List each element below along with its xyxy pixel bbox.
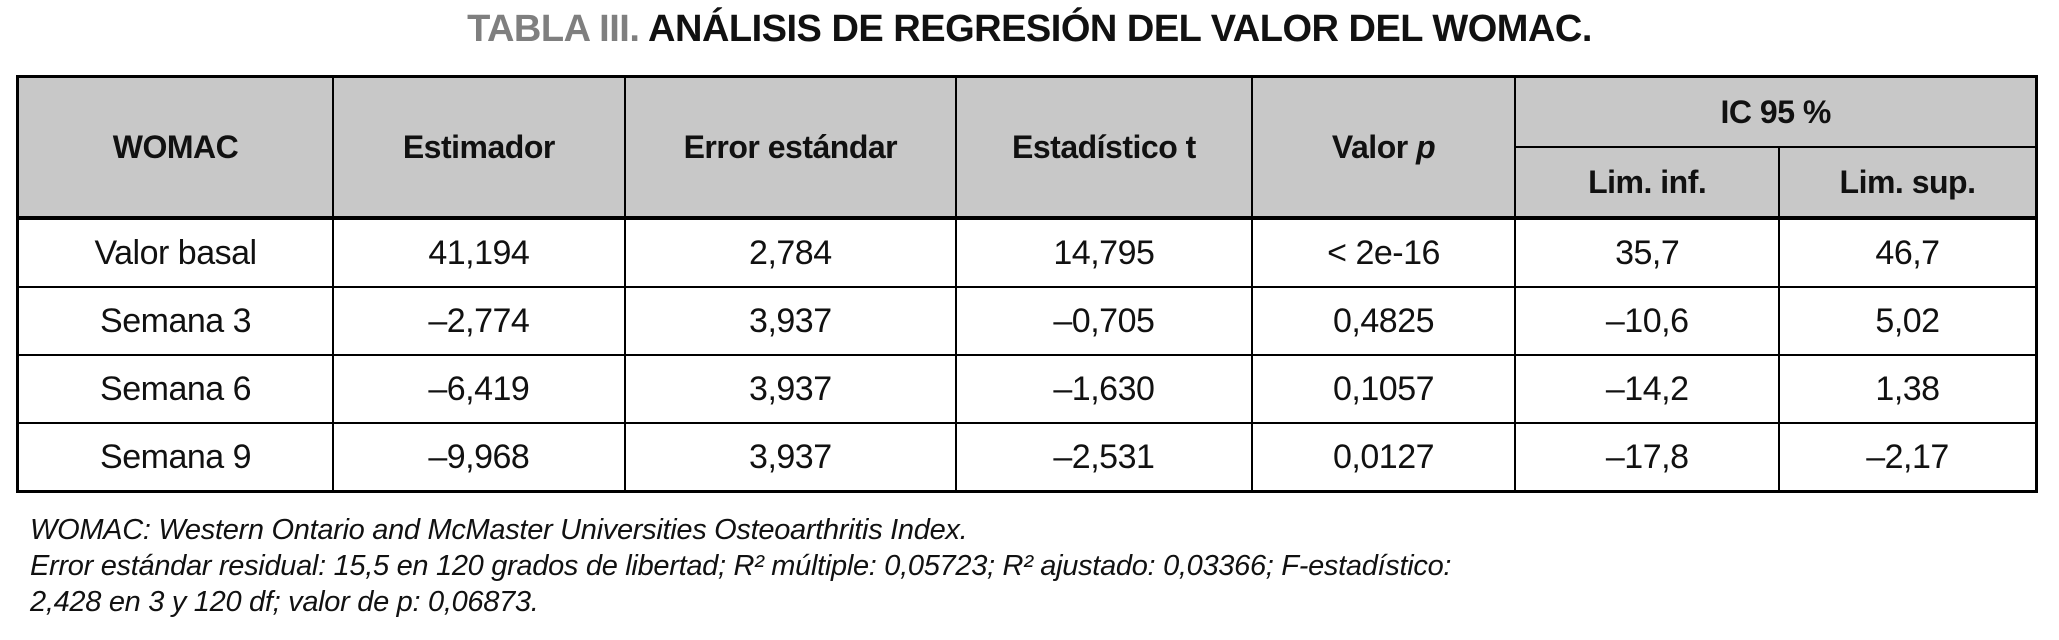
footnote-model-stats-2: 2,428 en 3 y 120 df; valor de p: 0,06873… — [30, 586, 539, 618]
col-header-lim-sup: Lim. sup. — [1778, 146, 2038, 219]
cell-estadistico-t: 14,795 — [955, 217, 1253, 288]
footnote-womac-definition: WOMAC: Western Ontario and McMaster Univ… — [30, 514, 968, 546]
cell-lim-sup: 1,38 — [1778, 354, 2038, 424]
col-header-ic95: IC 95 % — [1514, 75, 2038, 148]
table-row: Semana 6 –6,419 3,937 –1,630 0,1057 –14,… — [16, 354, 2038, 424]
table-header: WOMAC Estimador Error estándar Estadísti… — [16, 75, 2038, 219]
cell-lim-inf: –17,8 — [1514, 422, 1781, 493]
cell-estimador: –9,968 — [332, 422, 626, 493]
cell-estimador: 41,194 — [332, 217, 626, 288]
cell-valor-p: 0,4825 — [1250, 286, 1517, 356]
cell-error-estandar: 3,937 — [623, 354, 958, 424]
row-label: Semana 9 — [16, 422, 335, 493]
cell-error-estandar: 3,937 — [623, 286, 958, 356]
regression-table: WOMAC Estimador Error estándar Estadísti… — [16, 75, 2038, 493]
cell-estimador: –2,774 — [332, 286, 626, 356]
col-header-womac: WOMAC — [16, 75, 335, 219]
row-label: Semana 3 — [16, 286, 335, 356]
col-header-estadistico-t: Estadístico t — [955, 75, 1253, 219]
cell-valor-p: 0,1057 — [1250, 354, 1517, 424]
row-label: Semana 6 — [16, 354, 335, 424]
cell-estadistico-t: –0,705 — [955, 286, 1253, 356]
table-row: Valor basal 41,194 2,784 14,795 < 2e-16 … — [16, 217, 2038, 288]
valor-p-prefix: Valor — [1331, 128, 1417, 165]
cell-estadistico-t: –1,630 — [955, 354, 1253, 424]
table-title-number: TABLA III. — [467, 8, 640, 50]
table-title-text: ANÁLISIS DE REGRESIÓN DEL VALOR DEL WOMA… — [639, 8, 1592, 50]
table-row: Semana 3 –2,774 3,937 –0,705 0,4825 –10,… — [16, 286, 2038, 356]
header-row-top: WOMAC Estimador Error estándar Estadísti… — [16, 75, 2038, 219]
cell-lim-sup: 46,7 — [1778, 217, 2038, 288]
cell-estadistico-t: –2,531 — [955, 422, 1253, 493]
cell-lim-inf: –14,2 — [1514, 354, 1781, 424]
table-footnotes: WOMAC: Western Ontario and McMaster Univ… — [30, 512, 2030, 620]
footnote-model-stats-1: Error estándar residual: 15,5 en 120 gra… — [30, 550, 1452, 582]
cell-lim-sup: 5,02 — [1778, 286, 2038, 356]
valor-p-symbol: p — [1416, 128, 1436, 165]
cell-valor-p: < 2e-16 — [1250, 217, 1517, 288]
header-row-sub: Lim. inf. Lim. sup. — [18, 146, 2038, 219]
table-row: Semana 9 –9,968 3,937 –2,531 0,0127 –17,… — [16, 422, 2038, 493]
cell-lim-inf: 35,7 — [1514, 217, 1781, 288]
table-title: TABLA III. ANÁLISIS DE REGRESIÓN DEL VAL… — [0, 8, 2059, 51]
col-header-lim-inf: Lim. inf. — [1514, 146, 1781, 219]
cell-estimador: –6,419 — [332, 354, 626, 424]
col-header-estimador: Estimador — [332, 75, 626, 219]
cell-error-estandar: 3,937 — [623, 422, 958, 493]
table-body: Valor basal 41,194 2,784 14,795 < 2e-16 … — [16, 217, 2038, 493]
row-label: Valor basal — [16, 217, 335, 288]
col-header-error-estandar: Error estándar — [623, 75, 958, 219]
cell-valor-p: 0,0127 — [1250, 422, 1517, 493]
cell-lim-inf: –10,6 — [1514, 286, 1781, 356]
cell-lim-sup: –2,17 — [1778, 422, 2038, 493]
col-header-valor-p: Valor p — [1250, 75, 1517, 219]
cell-error-estandar: 2,784 — [623, 217, 958, 288]
